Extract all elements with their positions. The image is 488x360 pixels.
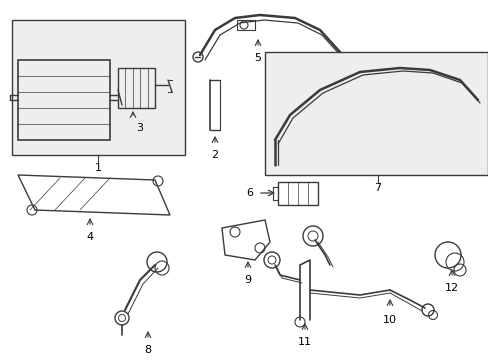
Bar bbox=[278, 182, 317, 205]
Bar bbox=[18, 60, 110, 140]
Text: 1: 1 bbox=[94, 163, 102, 173]
Text: 11: 11 bbox=[297, 337, 311, 347]
Text: 10: 10 bbox=[382, 315, 396, 325]
Text: 3: 3 bbox=[136, 123, 143, 133]
Text: 2: 2 bbox=[211, 150, 218, 160]
Text: 7: 7 bbox=[374, 183, 381, 193]
Text: 5: 5 bbox=[254, 53, 261, 63]
Text: 4: 4 bbox=[86, 232, 93, 242]
Bar bbox=[264, 52, 487, 175]
Text: 8: 8 bbox=[144, 345, 151, 355]
Text: 6: 6 bbox=[246, 188, 253, 198]
Text: 12: 12 bbox=[444, 283, 458, 293]
Bar bbox=[12, 20, 184, 155]
Bar bbox=[118, 68, 155, 108]
Text: 9: 9 bbox=[244, 275, 251, 285]
Bar bbox=[237, 20, 254, 30]
